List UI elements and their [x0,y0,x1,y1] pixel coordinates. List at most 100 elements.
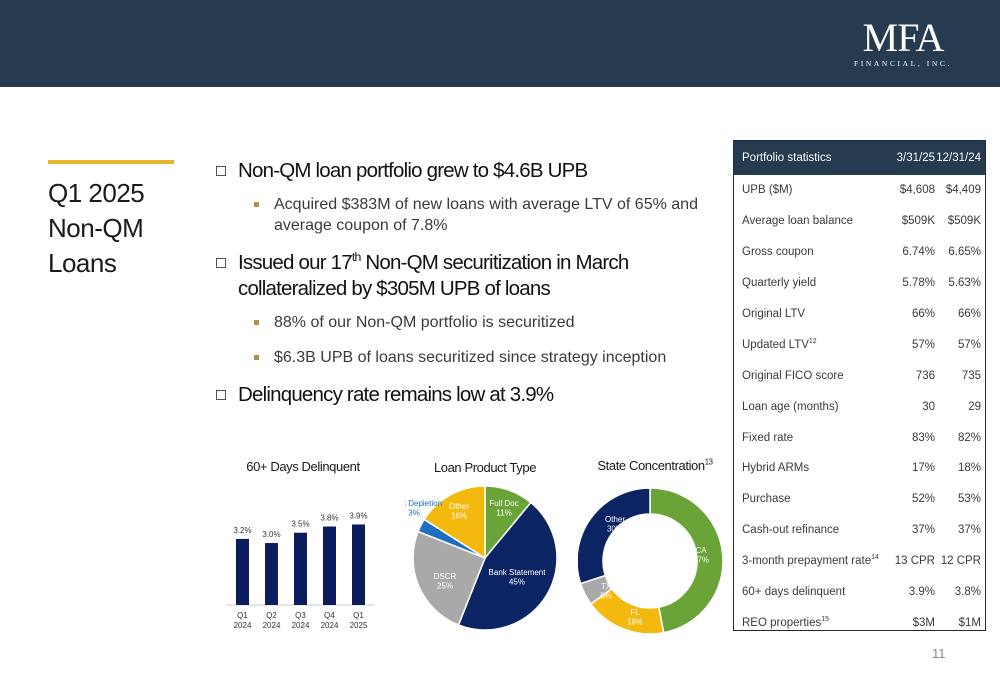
table-row: Original FICO score 736 735 [734,360,985,391]
row-value-prior: 66% [957,308,981,320]
sub-bullet-text: 88% of our Non-QM portfolio is securitiz… [274,314,575,331]
row-label-text: UPB ($M) [742,184,793,197]
row-value-prior: $4,409 [945,184,981,197]
bullet-delinquency: Delinquency rate remains low at 3.9% [216,382,706,408]
title-accent-rule [48,160,174,164]
bullet-text-pre: Issued our 17 [238,251,353,274]
table-row: Cash-out refinance 37% 37% [734,515,985,546]
row-value-current: $509K [901,215,935,228]
bar [236,538,249,605]
row-label-text: 3-month prepayment rate [742,555,872,568]
delinquency-bar-chart: 3.2%Q120243.0%Q220243.5%Q320243.8%Q42024… [226,511,374,630]
row-value-current: 3.9% [908,586,935,599]
category-label-quarter: Q4 [324,611,335,620]
square-bullet-icon [254,202,259,207]
row-value-prior: 5.63% [948,277,981,290]
row-label: Gross coupon [734,246,887,258]
page-number: 11 [932,646,946,661]
table-row: Fixed rate 83% 82% [734,422,985,453]
sub-bullet-securitized-share: 88% of our Non-QM portfolio is securitiz… [216,312,706,333]
row-value-current: 37% [911,524,935,537]
table-row: Loan age (months) 30 29 [734,391,985,422]
category-label-year: 2024 [321,621,339,630]
row-value-prior: $509K [947,215,981,228]
sub-bullet-securitized-total: $6.3B UPB of loans securitized since str… [216,347,706,368]
row-label-text: Original LTV [742,308,806,320]
checkbox-bullet-icon [216,390,226,400]
row-value-current: 6.74% [902,246,935,259]
slice-name-label: Asset Depletion [405,499,442,508]
header-band [0,0,1000,87]
row-value-current: 66% [911,308,935,320]
category-label-year: 2024 [292,621,310,630]
row-label-footnote: 12 [808,338,817,346]
table-row: Gross coupon 6.74% 6.65% [734,237,985,268]
slice-name-label: Other [449,502,469,511]
slice-value-label: 25% [437,582,453,591]
row-label-text: Original FICO score [742,369,844,382]
checkbox-bullet-icon [216,166,226,176]
row-label: Average loan balance [734,215,887,227]
row-label: Original LTV [734,308,887,320]
bar [352,524,365,605]
bar [294,532,307,605]
row-label-text: Quarterly yield [742,277,817,290]
slice-name-label: DSCR [434,572,457,581]
bar-value-label: 3.5% [291,520,309,529]
table-row: REO properties15 $3M $1M [734,607,985,638]
bullet-text: Delinquency rate remains low at 3.9% [238,383,554,406]
row-label-footnote: 15 [821,616,829,624]
bar-value-label: 3.2% [233,526,251,535]
row-label: Hybrid ARMs [734,462,887,474]
row-value-current: 5.78% [902,277,935,290]
row-label: Original FICO score [734,370,887,382]
row-label: Fixed rate [734,432,887,444]
table-body: UPB ($M) $4,608 $4,409 Average loan balance… [734,175,985,638]
pie-slice [423,485,486,560]
row-value-current: $4,608 [899,184,935,197]
row-value-current: 83% [911,431,935,444]
slice-value-label: 3% [408,509,420,518]
table-row: UPB ($M) $4,608 $4,409 [734,175,985,206]
row-value-current: 13 CPR [894,555,935,568]
slice-name-label: CA [695,546,707,555]
slice-name-label: Other [605,515,625,524]
pie-slice [412,530,486,626]
bar [323,526,336,605]
row-label-text: Cash-out refinance [742,524,840,537]
row-label-footnote: 14 [871,554,879,562]
table-row: Hybrid ARMs 17% 18% [734,453,985,484]
pie-slice [457,501,558,631]
state-chart-title-sup: 13 [704,457,713,467]
slice-name-label: FL [630,608,640,617]
slice-name-label: TX [601,582,612,591]
row-value-prior: 53% [957,493,981,506]
row-label-text: Gross coupon [742,246,814,259]
row-value-prior: 12 CPR [940,555,981,568]
bar [265,543,278,605]
sub-bullet-text: $6.3B UPB of loans securitized since str… [274,349,667,366]
table-row: 60+ days delinquent 3.9% 3.8% [734,577,985,608]
table-row: Purchase 52% 53% [734,484,985,515]
slice-value-label: 11% [496,509,511,518]
pie-slice [578,487,651,585]
category-label-quarter: Q1 [353,611,364,620]
slice-value-label: 30% [607,525,623,534]
slice-name-label: Full Doc [489,499,518,508]
bullet-text: Non-QM loan portfolio grew to $4.6B UPB [238,159,588,182]
row-value-current: 52% [911,493,935,506]
row-value-prior: 82% [957,431,981,444]
category-label-quarter: Q1 [237,611,248,620]
logo-subtitle: FINANCIAL, INC. [854,59,952,68]
row-label: Quarterly yield [734,277,887,289]
table-row: Quarterly yield 5.78% 5.63% [734,268,985,299]
row-label: Updated LTV12 [734,338,887,351]
row-label-text: Purchase [742,493,791,506]
slice-name-label: Bank Statement [489,568,547,577]
row-label: Loan age (months) [734,401,887,413]
sub-bullet-text: Acquired $383M of new loans with average… [274,196,698,234]
row-label-text: Loan age (months) [742,400,839,413]
header-prior: 12/31/24 [936,152,981,164]
